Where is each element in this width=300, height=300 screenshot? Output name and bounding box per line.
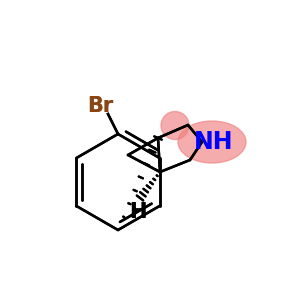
Circle shape [161,112,189,140]
Text: H: H [129,202,147,222]
Text: H: H [129,202,147,222]
Text: Br: Br [87,96,113,116]
Text: NH: NH [194,130,234,154]
Ellipse shape [178,121,246,163]
Text: Br: Br [87,96,113,116]
